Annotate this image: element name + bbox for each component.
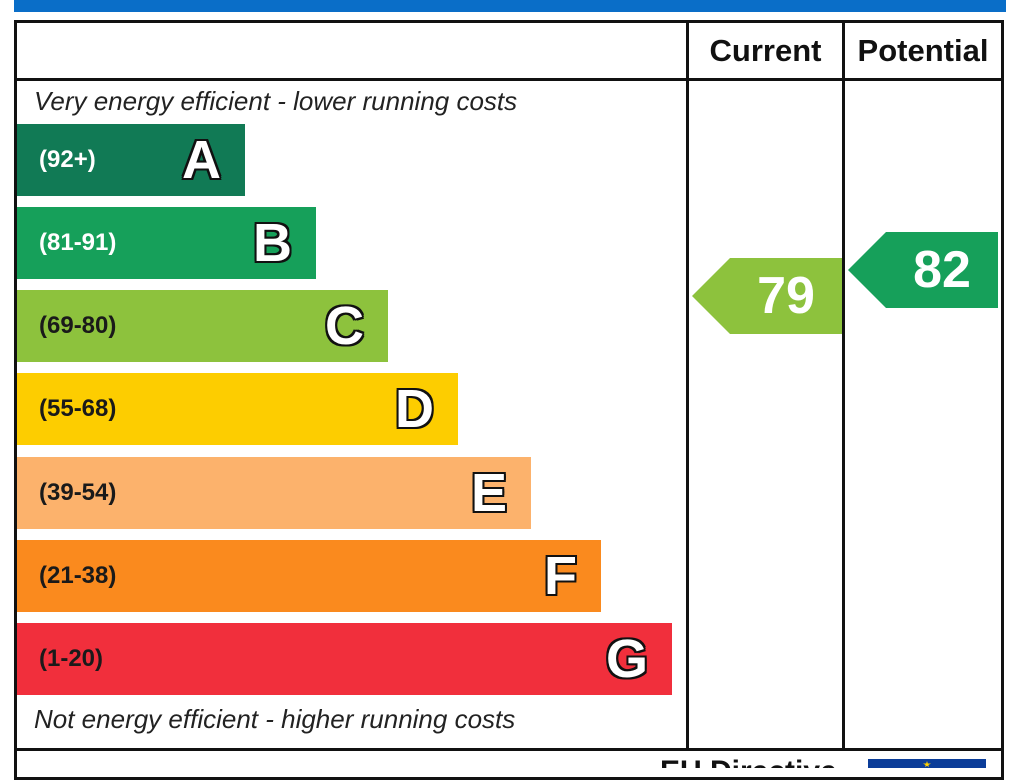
band-letter: F bbox=[544, 546, 577, 606]
top-efficiency-note: Very energy efficient - lower running co… bbox=[34, 86, 518, 116]
band-e: (39-54) E bbox=[17, 457, 531, 529]
band-a: (92+) A bbox=[17, 124, 245, 196]
current-rating-value: 79 bbox=[757, 267, 815, 325]
eu-flag-icon bbox=[868, 757, 986, 768]
current-rating-arrow: 79 bbox=[692, 258, 842, 334]
potential-column-header: Potential bbox=[857, 33, 989, 68]
potential-rating-value: 82 bbox=[913, 241, 971, 299]
potential-arrow-shape bbox=[848, 232, 998, 308]
band-letter: C bbox=[325, 296, 364, 356]
band-letter: B bbox=[253, 213, 292, 273]
band-range-label: (39-54) bbox=[39, 479, 117, 506]
band-range-label: (81-91) bbox=[39, 229, 117, 256]
band-letter: A bbox=[182, 130, 221, 190]
band-f: (21-38) F bbox=[17, 540, 601, 612]
band-d: (55-68) D bbox=[17, 373, 458, 445]
bottom-efficiency-note: Not energy efficient - higher running co… bbox=[34, 704, 516, 734]
band-range-label: (1-20) bbox=[39, 645, 104, 672]
footer-divider bbox=[14, 748, 1004, 751]
potential-rating-arrow: 82 bbox=[848, 232, 998, 308]
band-range-label: (55-68) bbox=[39, 395, 117, 422]
band-range-label: (69-80) bbox=[39, 312, 117, 339]
current-column-header: Current bbox=[709, 33, 822, 68]
band-letter: E bbox=[470, 463, 507, 523]
right-frame-edge bbox=[1001, 20, 1004, 751]
band-c: (69-80) C bbox=[17, 290, 388, 362]
band-range-label: (92+) bbox=[39, 146, 96, 173]
current-arrow-shape bbox=[692, 258, 842, 334]
band-range-label: (21-38) bbox=[39, 562, 117, 589]
current-column-divider bbox=[686, 20, 689, 751]
band-b: (81-91) B bbox=[17, 207, 316, 279]
band-letter: D bbox=[395, 379, 434, 439]
band-g: (1-20) G bbox=[17, 623, 672, 695]
potential-column-divider bbox=[842, 20, 845, 751]
header-divider bbox=[14, 78, 1004, 81]
top-accent-bar bbox=[14, 0, 1006, 12]
eu-directive-label: EU Directive bbox=[660, 752, 837, 768]
band-letter: G bbox=[605, 629, 648, 689]
